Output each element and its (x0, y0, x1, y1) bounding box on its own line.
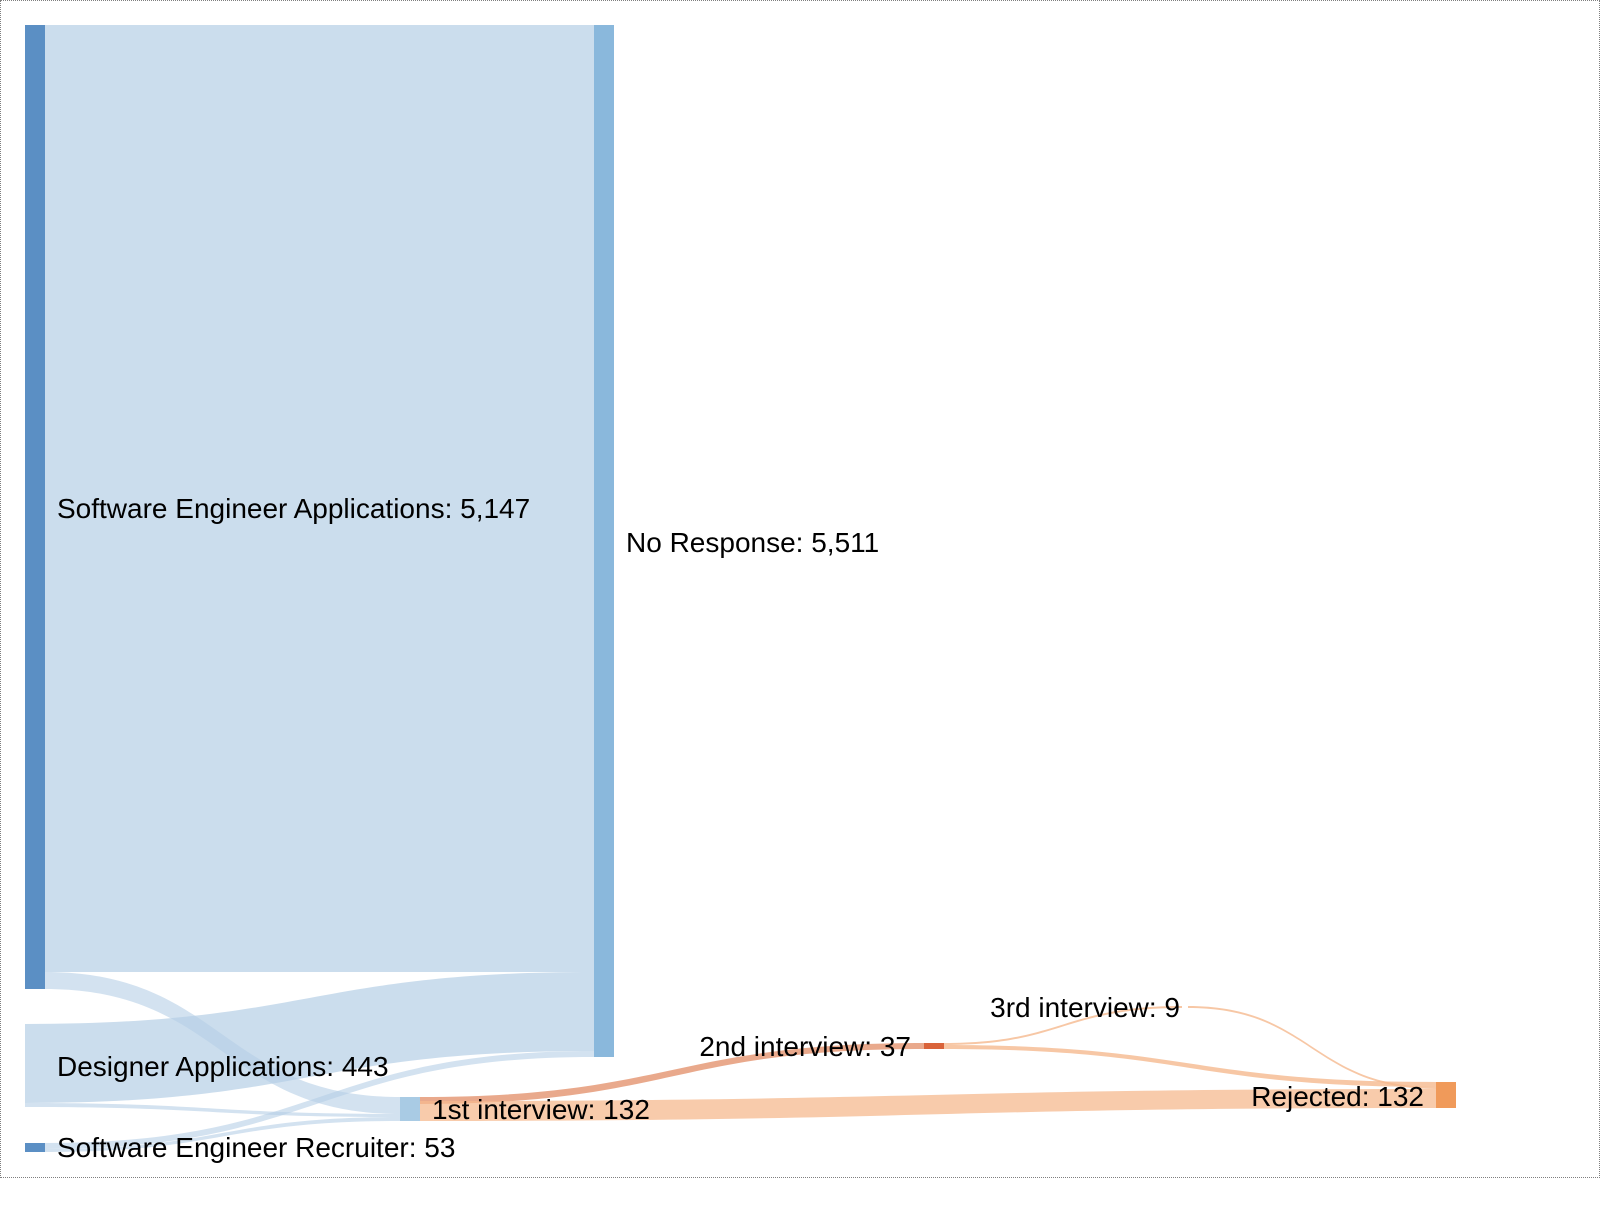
node-label-se_recruiter: Software Engineer Recruiter: 53 (57, 1132, 455, 1163)
link-second_interview-to-rejected[interactable] (944, 1045, 1436, 1087)
node-label-rejected: Rejected: 132 (1251, 1081, 1424, 1112)
link-third_interview-to-rejected[interactable] (1188, 1006, 1436, 1089)
link-second_interview-to-third_interview[interactable] (944, 1006, 1182, 1045)
chart-frame (0, 0, 1600, 1178)
labels-layer: Software Engineer Applications: 5,147 Des… (57, 493, 1424, 1163)
node-label-first_interview: 1st interview: 132 (432, 1094, 650, 1125)
node-rejected[interactable] (1436, 1082, 1456, 1108)
node-label-designer_apps: Designer Applications: 443 (57, 1051, 389, 1082)
node-se_recruiter[interactable] (25, 1143, 45, 1152)
links-layer (25, 25, 1436, 1152)
link-se_recruiter-to-no_response[interactable] (45, 1051, 594, 1149)
link-designer_apps-to-first_interview[interactable] (25, 1103, 400, 1117)
node-no_response[interactable] (594, 25, 614, 1057)
node-second_interview[interactable] (924, 1043, 944, 1049)
link-first_interview-to-rejected[interactable] (420, 1089, 1436, 1121)
link-se_apps-to-no_response[interactable] (45, 25, 594, 972)
node-label-no_response: No Response: 5,511 (626, 527, 879, 558)
link-designer_apps-to-no_response[interactable] (25, 972, 594, 1103)
node-label-second_interview: 2nd interview: 37 (699, 1031, 911, 1062)
link-se_recruiter-to-first_interview[interactable] (45, 1117, 400, 1152)
nodes-layer (25, 25, 1456, 1152)
link-first_interview-to-second_interview[interactable] (420, 1043, 924, 1104)
node-se_apps[interactable] (25, 25, 45, 989)
node-label-third_interview: 3rd interview: 9 (990, 992, 1180, 1023)
node-first_interview[interactable] (400, 1097, 420, 1121)
node-label-se_apps: Software Engineer Applications: 5,147 (57, 493, 530, 524)
